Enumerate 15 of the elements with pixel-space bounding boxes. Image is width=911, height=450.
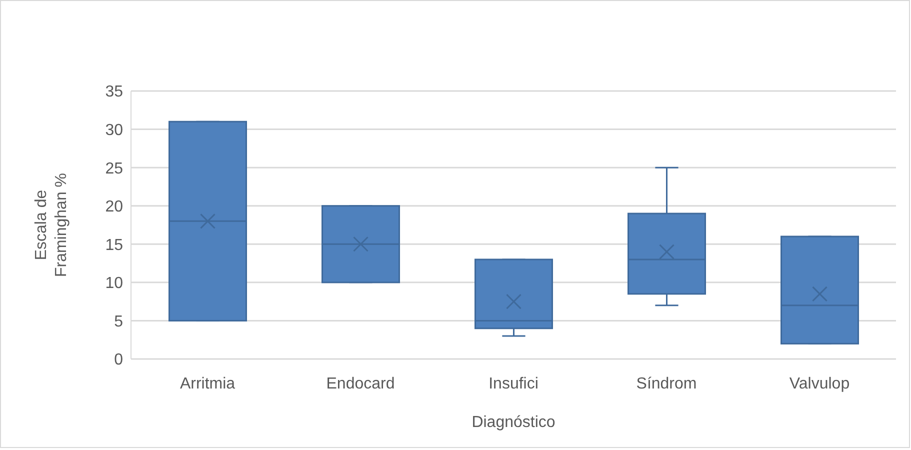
x-tick-label: Valvulop (789, 375, 850, 392)
x-axis-title: Diagnóstico (472, 414, 556, 431)
y-tick-label: 5 (114, 313, 124, 330)
x-tick-label: Endocard (326, 375, 395, 392)
y-tick-label: 35 (105, 84, 124, 101)
y-tick-label: 0 (114, 352, 124, 369)
x-tick-label: Síndrom (636, 375, 697, 392)
y-tick-label: 15 (105, 236, 124, 254)
x-tick-label: Arritmia (180, 375, 236, 392)
y-tick-label: 30 (105, 122, 124, 139)
y-tick-label: 25 (105, 160, 124, 178)
y-tick-label: 20 (105, 198, 124, 216)
y-tick-label: 10 (105, 275, 124, 292)
y-axis-title: Escala de Framinghan % (33, 172, 70, 278)
x-tick-label: Insufici (488, 375, 538, 392)
